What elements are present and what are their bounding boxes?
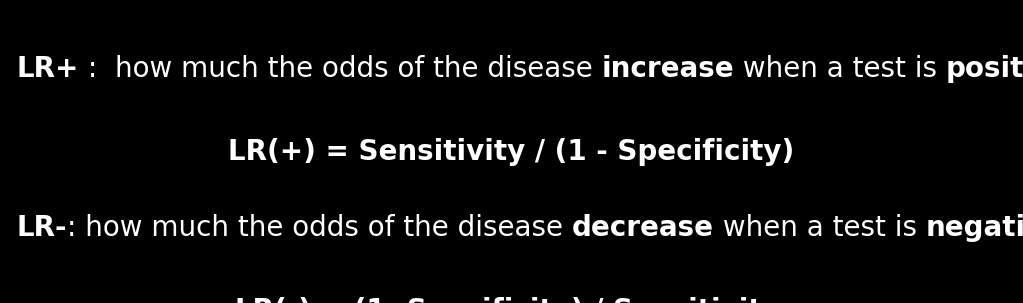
Text: LR(-) = (1 -Specificity) / Sensitivity.: LR(-) = (1 -Specificity) / Sensitivity. bbox=[235, 297, 788, 303]
Text: when a test is: when a test is bbox=[733, 55, 946, 83]
Text: LR(+) = Sensitivity / (1 - Specificity): LR(+) = Sensitivity / (1 - Specificity) bbox=[228, 138, 795, 165]
Text: positive: positive bbox=[946, 55, 1023, 83]
Text: when a test is: when a test is bbox=[714, 214, 926, 242]
Text: LR-: LR- bbox=[16, 214, 66, 242]
Text: decrease: decrease bbox=[572, 214, 714, 242]
Text: increase: increase bbox=[602, 55, 733, 83]
Text: LR+: LR+ bbox=[16, 55, 79, 83]
Text: negative: negative bbox=[926, 214, 1023, 242]
Text: : how much the odds of the disease: : how much the odds of the disease bbox=[66, 214, 572, 242]
Text: :  how much the odds of the disease: : how much the odds of the disease bbox=[79, 55, 602, 83]
